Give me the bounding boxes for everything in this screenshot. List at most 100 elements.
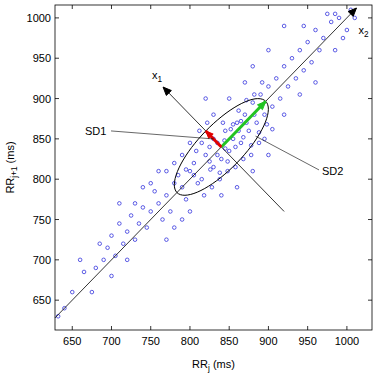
point xyxy=(298,93,302,97)
point xyxy=(188,210,192,214)
x-tick-top xyxy=(307,5,308,9)
point xyxy=(302,69,306,73)
point xyxy=(322,36,326,40)
point xyxy=(209,168,213,172)
point xyxy=(157,169,161,173)
x2-label: x2 xyxy=(358,24,369,39)
point xyxy=(226,160,230,164)
point xyxy=(210,185,214,189)
point xyxy=(318,48,322,52)
point xyxy=(251,101,255,105)
point xyxy=(118,222,122,226)
point xyxy=(259,93,263,97)
point xyxy=(243,113,247,117)
point xyxy=(260,81,264,85)
y-tick-right xyxy=(368,58,372,59)
y-tick-right xyxy=(368,219,372,220)
point xyxy=(110,234,114,238)
x1-axis-line xyxy=(163,87,284,211)
point xyxy=(165,238,169,242)
point xyxy=(121,242,125,246)
x2-label-sub: 2 xyxy=(364,30,369,39)
point xyxy=(333,12,337,16)
y-tick xyxy=(55,138,59,139)
x-tick xyxy=(307,326,308,330)
y-axis-label-base: RR xyxy=(4,178,16,194)
x-tick-label: 1000 xyxy=(335,335,359,347)
y-tick-right xyxy=(368,259,372,260)
x-tick-top xyxy=(111,5,112,9)
x1-label-sub: 1 xyxy=(158,75,163,84)
point xyxy=(169,210,173,214)
y-tick xyxy=(55,259,59,260)
point xyxy=(255,121,259,125)
point xyxy=(333,48,337,52)
point xyxy=(188,141,192,145)
point xyxy=(251,169,255,173)
point xyxy=(192,161,196,165)
sd2-arrowhead xyxy=(257,101,265,109)
y-tick-label: 950 xyxy=(33,52,51,64)
y-tick xyxy=(55,17,59,18)
point xyxy=(165,194,169,198)
y-tick-right xyxy=(368,17,372,18)
point xyxy=(149,181,153,185)
point xyxy=(125,230,129,234)
sd2-label: SD2 xyxy=(322,165,343,177)
point xyxy=(278,97,282,101)
point xyxy=(306,40,310,44)
point xyxy=(325,12,329,16)
point xyxy=(106,246,110,250)
y-tick xyxy=(55,300,59,301)
x1-arrowhead xyxy=(163,87,171,95)
y-tick xyxy=(55,219,59,220)
point xyxy=(341,36,345,40)
point xyxy=(263,113,267,117)
y-tick-right xyxy=(368,179,372,180)
x-tick-top xyxy=(189,5,190,9)
point xyxy=(231,123,235,127)
point xyxy=(165,169,169,173)
point xyxy=(180,153,184,157)
point xyxy=(200,141,204,145)
point xyxy=(290,56,294,60)
sd2-leader xyxy=(256,136,319,170)
point xyxy=(141,206,145,210)
x-tick-top xyxy=(72,5,73,9)
point xyxy=(198,129,202,133)
point xyxy=(227,97,231,101)
y-tick-label: 1000 xyxy=(27,12,51,24)
point xyxy=(82,270,86,274)
point xyxy=(204,97,208,101)
y-tick-right xyxy=(368,300,372,301)
point xyxy=(212,113,216,117)
y-axis-label: RRj+1 (ms) xyxy=(4,141,19,193)
x1-label: x1 xyxy=(152,69,163,84)
point xyxy=(239,141,243,145)
point xyxy=(204,153,208,157)
point xyxy=(286,85,290,89)
sd1-leader xyxy=(111,131,214,139)
point xyxy=(314,81,318,85)
point xyxy=(161,218,165,222)
point xyxy=(137,222,141,226)
point xyxy=(78,258,82,262)
x-tick xyxy=(229,326,230,330)
x-axis-label-base: RR xyxy=(192,358,208,370)
point xyxy=(221,121,225,125)
point xyxy=(227,149,231,153)
point xyxy=(200,177,204,181)
x-tick-label: 750 xyxy=(142,335,160,347)
point xyxy=(239,119,243,123)
point xyxy=(129,214,133,218)
point xyxy=(220,194,224,198)
point xyxy=(94,266,98,270)
x-axis-label-rest: (ms) xyxy=(210,358,235,370)
point xyxy=(345,28,349,32)
x-tick-label: 950 xyxy=(298,335,316,347)
x-tick-top xyxy=(346,5,347,9)
y-tick-label: 800 xyxy=(33,173,51,185)
y-tick-label: 900 xyxy=(33,93,51,105)
point xyxy=(310,60,314,64)
point xyxy=(282,64,286,68)
